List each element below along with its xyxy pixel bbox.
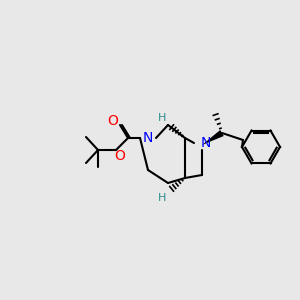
Text: H: H bbox=[158, 113, 166, 123]
Text: N: N bbox=[143, 131, 153, 145]
Text: H: H bbox=[158, 193, 166, 203]
Text: O: O bbox=[115, 149, 125, 163]
Polygon shape bbox=[202, 130, 224, 145]
Text: O: O bbox=[108, 114, 118, 128]
Text: N: N bbox=[201, 136, 211, 150]
